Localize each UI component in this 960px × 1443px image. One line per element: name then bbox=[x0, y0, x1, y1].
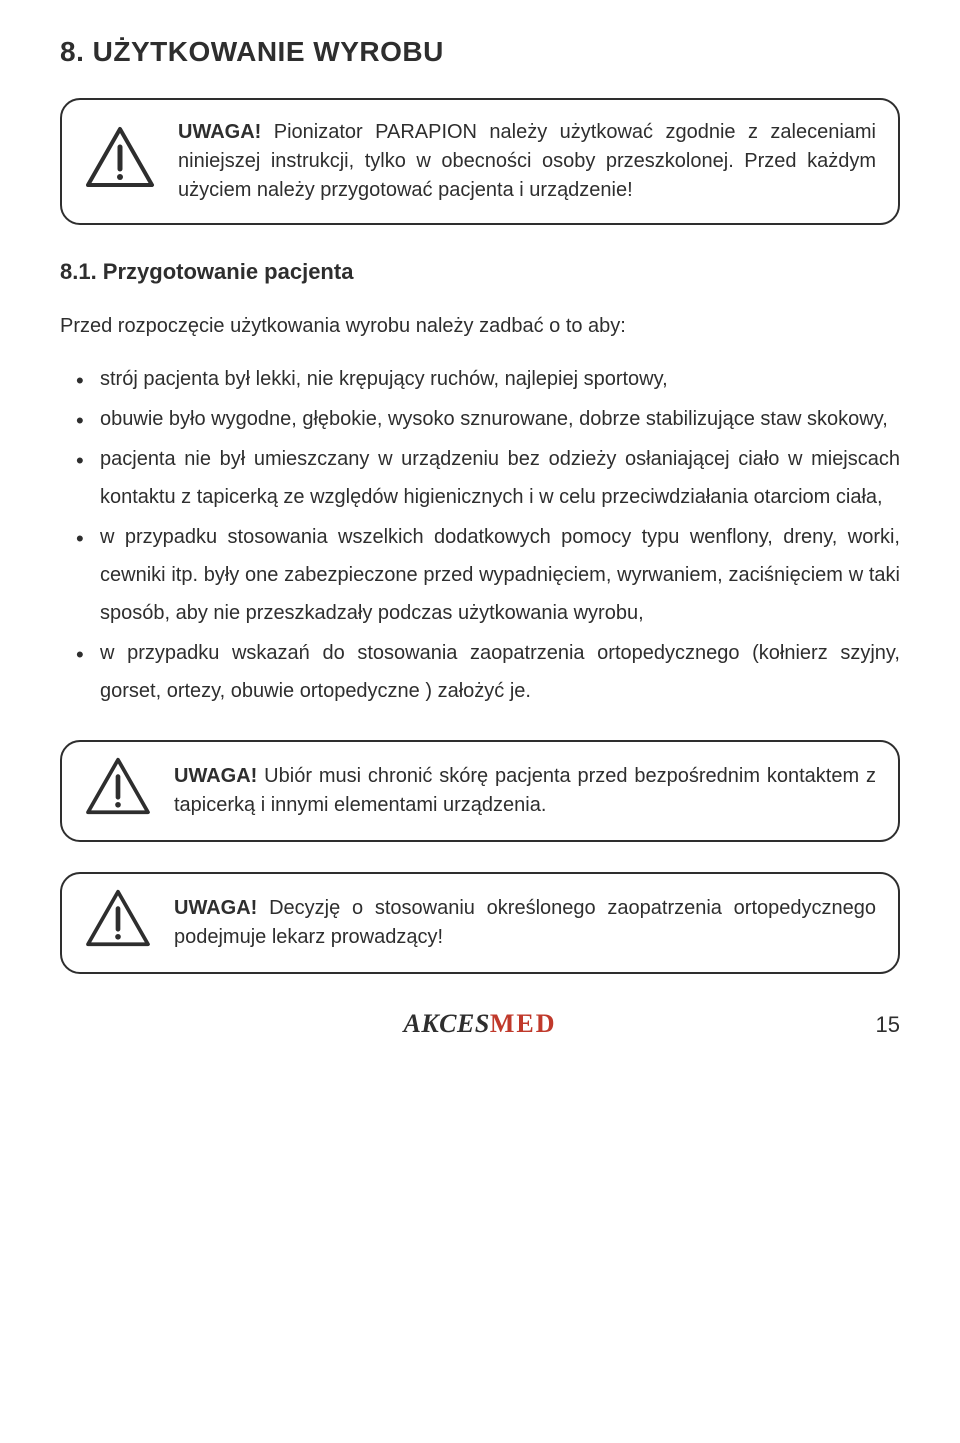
warning-text-2: UWAGA! Ubiór musi chronić skórę pacjenta… bbox=[174, 762, 876, 820]
warning-body-3: Decyzję o stosowaniu określonego zaopatr… bbox=[174, 897, 876, 948]
warning-box-3: UWAGA! Decyzję o stosowaniu określonego … bbox=[60, 872, 900, 974]
bullet-list: strój pacjenta był lekki, nie krępujący … bbox=[60, 360, 900, 710]
warning-triangle-icon bbox=[84, 756, 152, 826]
section-title: 8. UŻYTKOWANIE WYROBU bbox=[60, 30, 900, 73]
bullet-item: obuwie było wygodne, głębokie, wysoko sz… bbox=[100, 400, 900, 438]
warning-lead-3: UWAGA! bbox=[174, 897, 257, 919]
warning-triangle-icon bbox=[84, 888, 152, 958]
warning-box-2: UWAGA! Ubiór musi chronić skórę pacjenta… bbox=[60, 740, 900, 842]
logo-part1: AKCES bbox=[404, 1009, 490, 1038]
page-number: 15 bbox=[876, 1008, 900, 1042]
warning-text-1: UWAGA! Pionizator PARAPION należy użytko… bbox=[178, 118, 876, 205]
bullet-item: strój pacjenta był lekki, nie krępujący … bbox=[100, 360, 900, 398]
brand-logo: AKCESMED bbox=[404, 1004, 557, 1044]
warning-lead-1: UWAGA! bbox=[178, 121, 261, 143]
bullet-item: w przypadku wskazań do stosowania zaopat… bbox=[100, 634, 900, 710]
warning-lead-2: UWAGA! bbox=[174, 765, 257, 787]
warning-body-1: Pionizator PARAPION należy użytkować zgo… bbox=[178, 121, 876, 201]
warning-box-1: UWAGA! Pionizator PARAPION należy użytko… bbox=[60, 98, 900, 225]
logo-part2: MED bbox=[490, 1009, 557, 1038]
page-footer: AKCESMED 15 bbox=[60, 1004, 900, 1044]
subsection-title: 8.1. Przygotowanie pacjenta bbox=[60, 255, 900, 289]
warning-text-3: UWAGA! Decyzję o stosowaniu określonego … bbox=[174, 894, 876, 952]
bullet-item: w przypadku stosowania wszelkich dodatko… bbox=[100, 518, 900, 632]
warning-body-2: Ubiór musi chronić skórę pacjenta przed … bbox=[174, 765, 876, 816]
warning-triangle-icon bbox=[84, 125, 156, 199]
intro-text: Przed rozpoczęcie użytkowania wyrobu nal… bbox=[60, 311, 900, 342]
bullet-item: pacjenta nie był umieszczany w urządzeni… bbox=[100, 440, 900, 516]
